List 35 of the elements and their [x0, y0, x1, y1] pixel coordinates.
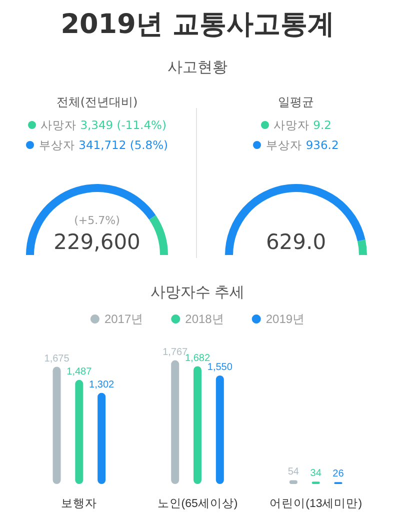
legend-label: 2019년	[266, 312, 305, 326]
legend-label: 사망자	[274, 118, 310, 132]
x-tick-label: 노인(65세이상)	[157, 498, 238, 510]
text: 3,349 (-11.4%)	[80, 118, 166, 132]
bar	[216, 376, 224, 484]
text: 전체(전년대비)	[55, 94, 139, 111]
chart-title: 사망자수 추세	[150, 284, 245, 301]
legend-label: 부상자	[266, 138, 302, 152]
text: 936.2	[306, 138, 339, 152]
data-label: 34	[310, 468, 322, 480]
data-label: 1,302	[89, 379, 115, 390]
chart-subtitle: 사고현황	[166, 58, 228, 77]
data-label: 1,487	[66, 366, 92, 378]
bar	[194, 366, 202, 484]
x-tick-label: 어린이(13세미만)	[270, 498, 362, 510]
text: 일평균	[277, 94, 315, 111]
bar	[75, 380, 84, 484]
legend-label: 부상자	[38, 138, 75, 152]
text: 229,600	[52, 230, 142, 254]
text: 341,712 (5.8%)	[78, 138, 168, 152]
x-tick-label: 보행자	[61, 498, 98, 510]
legend-label: 사망자	[40, 118, 77, 132]
text: 629.0	[264, 230, 328, 254]
chart-title: 2019년 교통사고통계	[60, 8, 336, 42]
legend-label: 2017년	[104, 312, 144, 326]
data-label: 54	[288, 466, 300, 478]
data-label: 26	[332, 468, 344, 480]
data-label: 1,675	[44, 353, 70, 364]
text: (+5.7%)	[73, 214, 121, 227]
text: 9.2	[313, 118, 332, 132]
legend-label: 2018년	[185, 312, 224, 326]
bar	[52, 366, 61, 484]
data-label: 1,550	[207, 362, 233, 373]
bar	[98, 392, 106, 484]
bar	[171, 360, 180, 484]
